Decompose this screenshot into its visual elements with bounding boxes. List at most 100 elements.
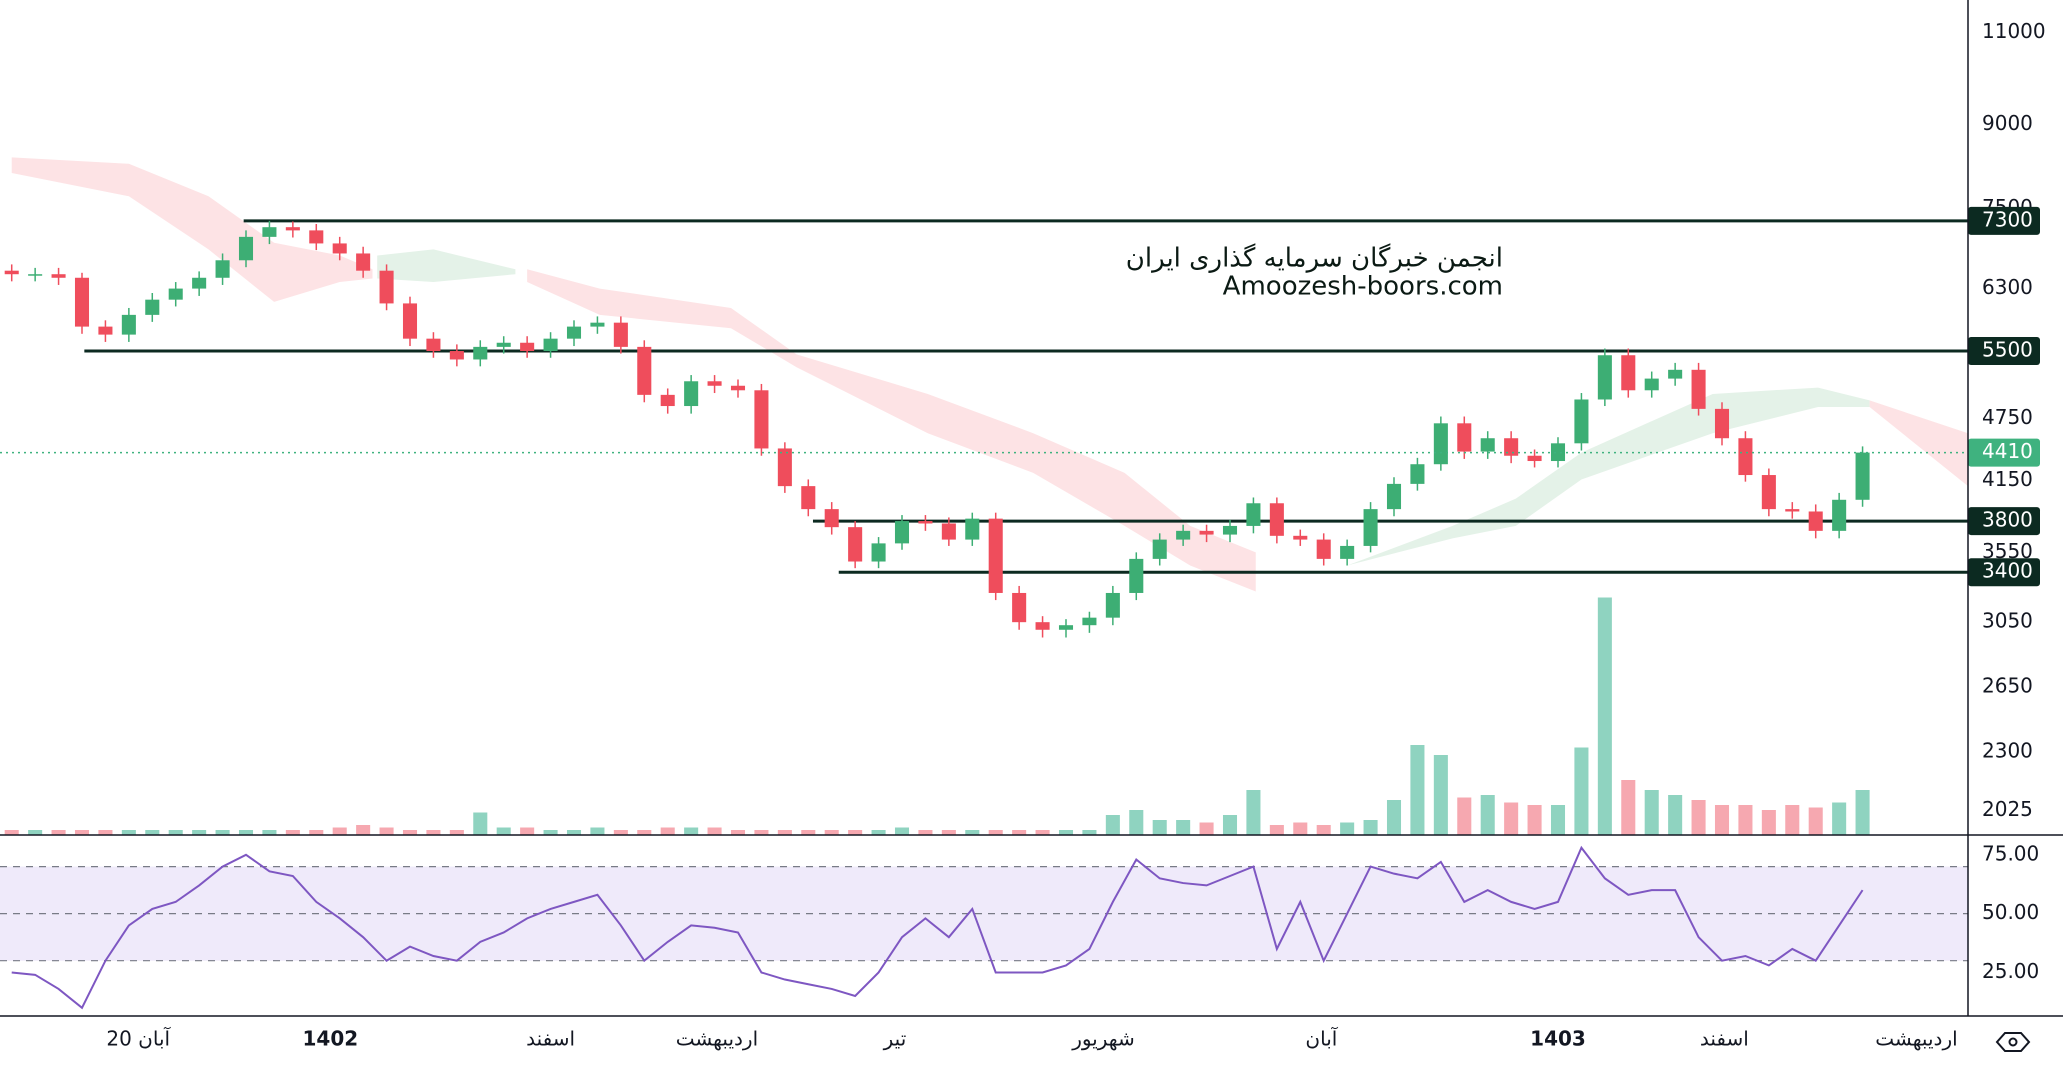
- volume-bar: [309, 830, 324, 835]
- volume-bar: [1316, 825, 1331, 835]
- candle-body: [730, 385, 746, 391]
- volume-bar: [590, 827, 605, 835]
- volume-bar: [1410, 745, 1425, 835]
- candle-body: [1082, 617, 1097, 626]
- candle-body: [566, 326, 582, 339]
- level-label-box: [1968, 507, 2040, 536]
- candle-body: [356, 253, 371, 271]
- candle-body: [801, 486, 816, 510]
- volume-bar: [1386, 800, 1402, 835]
- volume-bar: [1527, 805, 1542, 835]
- volume-bar: [192, 830, 207, 835]
- candle-body: [1855, 452, 1870, 500]
- candle-body: [1480, 438, 1495, 452]
- volume-bar: [918, 830, 933, 835]
- volume-bar: [262, 830, 277, 835]
- x-tick-label: 1403: [1530, 1027, 1586, 1051]
- volume-bar: [754, 830, 769, 835]
- volume-bar: [1199, 822, 1214, 835]
- candle-body: [1129, 558, 1144, 593]
- volume-bar: [28, 830, 43, 835]
- candle-body: [988, 518, 1003, 593]
- candle-body: [777, 448, 792, 487]
- volume-bar: [1340, 822, 1355, 835]
- volume-bar: [1457, 797, 1472, 835]
- candle-body: [1597, 355, 1612, 400]
- candle-body: [1035, 622, 1050, 630]
- cloud: [11, 157, 373, 302]
- volume-bar: [1082, 830, 1097, 835]
- settings-icon[interactable]: [1995, 1032, 2031, 1052]
- level-label: 7300: [1982, 207, 2033, 231]
- watermark-title: انجمن خبرگان سرمایه گذاری ایران: [1126, 243, 1503, 274]
- volume-bar: [1246, 790, 1261, 835]
- candle-body: [1199, 530, 1214, 535]
- settings-dot[interactable]: [2008, 1037, 2018, 1047]
- candle-body: [309, 230, 324, 244]
- volume-bar: [1761, 810, 1776, 835]
- volume-bar: [473, 812, 488, 835]
- candle-body: [871, 543, 886, 562]
- volume-bar: [707, 827, 722, 835]
- candle-body: [74, 277, 90, 327]
- volume-bar: [1597, 597, 1612, 835]
- volume-bar: [98, 830, 113, 835]
- candle-body: [1293, 535, 1308, 540]
- volume-bar: [941, 830, 956, 835]
- candle-body: [707, 381, 722, 386]
- candle-body: [121, 314, 136, 335]
- candle-body: [754, 390, 769, 449]
- volume-bar: [660, 827, 675, 835]
- x-tick-label: آبان: [1305, 1026, 1338, 1051]
- candle-body: [590, 322, 605, 327]
- candle-body: [1832, 499, 1847, 531]
- volume-bar: [1644, 790, 1659, 835]
- candle-body: [520, 342, 535, 352]
- volume-bar: [145, 830, 160, 835]
- y-tick-label: 9000: [1982, 111, 2033, 135]
- cloud: [527, 269, 1256, 592]
- candle-body: [1410, 464, 1425, 484]
- candle-body: [1527, 455, 1542, 462]
- candle-body: [1691, 369, 1706, 409]
- volume-bar: [684, 827, 699, 835]
- candle-body: [98, 326, 113, 335]
- volume-bar: [613, 830, 628, 835]
- candle-body: [1504, 438, 1519, 456]
- candle-body: [51, 274, 66, 278]
- volume-bar: [449, 830, 464, 835]
- candle-body: [1761, 475, 1776, 510]
- x-tick-label: شهریور: [1071, 1027, 1135, 1051]
- y-tick-label: 6300: [1982, 275, 2033, 299]
- volume-bar: [1621, 780, 1636, 835]
- candle-body: [1246, 503, 1261, 526]
- volume-bar: [1832, 802, 1847, 835]
- candle-body: [613, 322, 628, 347]
- rsi-pane: [0, 845, 1968, 1010]
- volume-bar: [1738, 805, 1753, 835]
- volume-bar: [1222, 815, 1238, 835]
- cloud: [1869, 400, 1968, 487]
- candle-body: [1644, 378, 1659, 391]
- x-tick-label: 1402: [303, 1027, 359, 1051]
- volume-bar: [1855, 790, 1870, 835]
- y-tick-label: 2300: [1982, 738, 2033, 762]
- rsi-band: [0, 866, 1968, 961]
- candle-body: [1785, 509, 1800, 512]
- volume-bar: [332, 827, 347, 835]
- candle-body: [1152, 539, 1167, 559]
- volume-bar: [871, 830, 886, 835]
- volume-bar: [1668, 795, 1683, 835]
- volume-bar: [1504, 802, 1519, 835]
- volume-bar: [121, 830, 136, 835]
- cloud: [1347, 387, 1870, 566]
- volume-bar: [238, 830, 254, 835]
- candle-body: [660, 394, 675, 407]
- last-price-label: 4410: [1982, 439, 2033, 463]
- level-label-box: [1968, 206, 2040, 235]
- watermark-site: Amoozesh-boors.com: [1223, 272, 1503, 302]
- volume-bar: [215, 830, 230, 835]
- candle-body: [1058, 625, 1074, 630]
- settings-hexagon[interactable]: [1995, 1032, 2031, 1052]
